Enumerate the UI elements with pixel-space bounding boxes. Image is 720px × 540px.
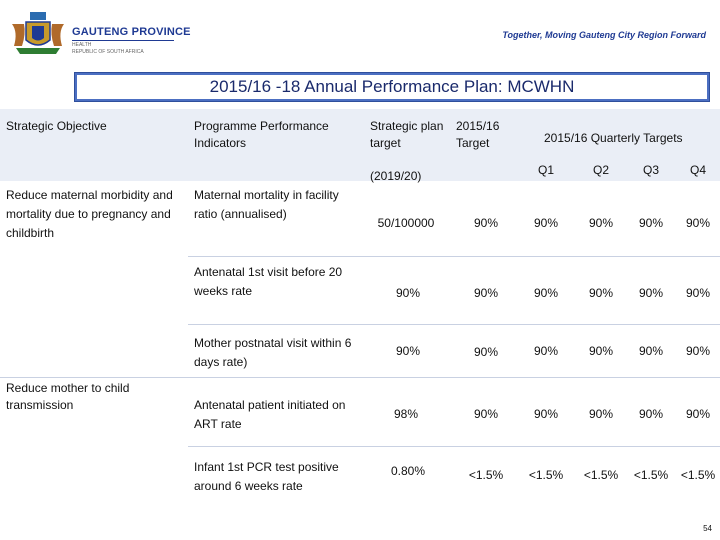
row3-q2: 90% bbox=[588, 344, 614, 358]
header-q1: Q1 bbox=[537, 163, 554, 177]
indicator-maternal-mortality: Maternal mortality in facility ratio (an… bbox=[194, 188, 339, 221]
indicator-infant-pcr: Infant 1st PCR test positive around 6 we… bbox=[194, 460, 339, 493]
row4-q1: 90% bbox=[533, 407, 559, 421]
row3-q3: 90% bbox=[638, 344, 664, 358]
table-header-band bbox=[0, 109, 720, 181]
row1-q2: 90% bbox=[588, 216, 614, 230]
row-divider bbox=[188, 446, 720, 447]
row1-q3: 90% bbox=[638, 216, 664, 230]
row5-q2: <1.5% bbox=[583, 468, 619, 482]
tagline: Together, Moving Gauteng City Region For… bbox=[502, 30, 706, 40]
row4-q2: 90% bbox=[588, 407, 614, 421]
header-q4: Q4 bbox=[689, 163, 706, 177]
row5-q4: <1.5% bbox=[680, 468, 716, 482]
brand-country: REPUBLIC OF SOUTH AFRICA bbox=[72, 49, 144, 55]
row1-plan: 50/100000 bbox=[377, 216, 435, 230]
row3-q4: 90% bbox=[685, 344, 711, 358]
row2-q1: 90% bbox=[533, 286, 559, 300]
page-number: 54 bbox=[703, 524, 712, 533]
header-plan-year: (2019/20) bbox=[370, 169, 422, 183]
row3-q1: 90% bbox=[533, 344, 559, 358]
row-divider bbox=[0, 377, 720, 378]
row1-target: 90% bbox=[473, 216, 499, 230]
row3-target: 90% bbox=[473, 345, 499, 359]
indicator-art-initiated: Antenatal patient initiated on ART rate bbox=[194, 398, 346, 431]
header-q2: Q2 bbox=[592, 163, 609, 177]
row2-target: 90% bbox=[473, 286, 499, 300]
indicator-antenatal-first-visit: Antenatal 1st visit before 20 weeks rate bbox=[194, 265, 343, 298]
row4-q4: 90% bbox=[685, 407, 711, 421]
page-title: 2015/16 -18 Annual Performance Plan: MCW… bbox=[209, 77, 575, 96]
row1-q1: 90% bbox=[533, 216, 559, 230]
row4-target: 90% bbox=[473, 407, 499, 421]
row2-q2: 90% bbox=[588, 286, 614, 300]
objective-mother-to-child: Reduce mother to child transmission bbox=[6, 381, 130, 412]
row4-plan: 98% bbox=[393, 407, 419, 421]
brand-title: GAUTENG PROVINCE bbox=[72, 26, 191, 38]
header-quarterly-targets: 2015/16 Quarterly Targets bbox=[544, 131, 683, 145]
header-objective: Strategic Objective bbox=[6, 119, 107, 133]
objective-maternal: Reduce maternal morbidity and mortality … bbox=[6, 188, 173, 240]
brand-divider bbox=[72, 40, 174, 41]
header-indicator: Programme Performance Indicators bbox=[194, 119, 329, 150]
row2-plan: 90% bbox=[395, 286, 421, 300]
indicator-postnatal-visit: Mother postnatal visit within 6 days rat… bbox=[194, 336, 352, 369]
row5-q3: <1.5% bbox=[633, 468, 669, 482]
row4-q3: 90% bbox=[638, 407, 664, 421]
title-bar: 2015/16 -18 Annual Performance Plan: MCW… bbox=[74, 72, 710, 102]
row1-q4: 90% bbox=[685, 216, 711, 230]
gauteng-crest-icon bbox=[8, 10, 68, 56]
header-annual-target: 2015/16 Target bbox=[456, 119, 500, 150]
row5-target: <1.5% bbox=[468, 468, 504, 482]
row-divider bbox=[188, 256, 720, 257]
row2-q3: 90% bbox=[638, 286, 664, 300]
header-plan-target: Strategic plan target bbox=[370, 119, 444, 150]
row5-plan: 0.80% bbox=[390, 464, 426, 478]
row2-q4: 90% bbox=[685, 286, 711, 300]
header-q3: Q3 bbox=[642, 163, 659, 177]
brand-department: HEALTH bbox=[72, 42, 92, 48]
brand-block: GAUTENG PROVINCE HEALTH REPUBLIC OF SOUT… bbox=[72, 26, 191, 56]
row-divider bbox=[188, 324, 720, 325]
row3-plan: 90% bbox=[395, 344, 421, 358]
row5-q1: <1.5% bbox=[528, 468, 564, 482]
